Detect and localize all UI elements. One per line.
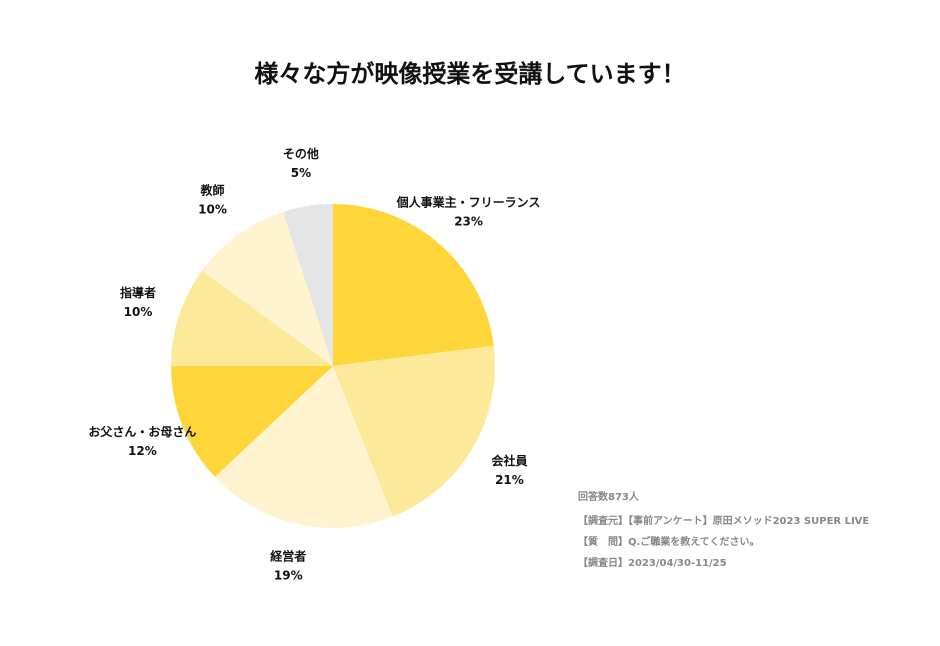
slice-value: 19% — [274, 569, 303, 583]
pie-slice — [214, 366, 393, 528]
annotation: 【質 問】Q.ご職業を教えてください。 — [578, 535, 760, 548]
slice-label: お父さん・お母さん — [88, 425, 196, 439]
slice-label: 指導者 — [120, 285, 156, 300]
slice-label: 会社員 — [491, 453, 527, 468]
pie-slice — [171, 366, 333, 477]
slice-label: その他 — [283, 146, 319, 161]
pie-slice — [201, 211, 333, 366]
pie-slice — [282, 204, 333, 366]
chart-title: 様々な方が映像授業を受講しています！ — [254, 60, 685, 88]
annotation: 【調査日】2023/04/30-11/25 — [578, 556, 727, 569]
slice-value: 23% — [454, 215, 483, 229]
slice-label: 個人事業主・フリーランス — [396, 195, 541, 210]
slice-label: 教師 — [199, 183, 224, 198]
slice-value: 21% — [495, 473, 524, 487]
annotation: 【調査元】【事前アンケート】原田メソッド2023 SUPER LIVE — [578, 514, 869, 527]
pie-slice — [333, 345, 495, 517]
slice-value: 5% — [291, 166, 311, 180]
pie-slice — [333, 204, 494, 366]
slice-value: 10% — [124, 305, 153, 319]
pie-slice — [171, 270, 333, 366]
slice-label: 経営者 — [270, 549, 306, 564]
slice-value: 10% — [198, 203, 227, 217]
annotation: 回答数873人 — [578, 490, 640, 503]
slice-value: 12% — [128, 444, 157, 458]
